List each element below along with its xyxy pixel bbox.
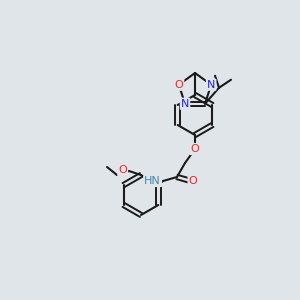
Text: N: N (181, 99, 189, 109)
Text: N: N (207, 80, 215, 90)
Text: O: O (118, 165, 127, 175)
Text: HN: HN (144, 176, 161, 186)
Text: O: O (189, 176, 197, 186)
Text: O: O (190, 144, 200, 154)
Text: O: O (175, 80, 183, 90)
